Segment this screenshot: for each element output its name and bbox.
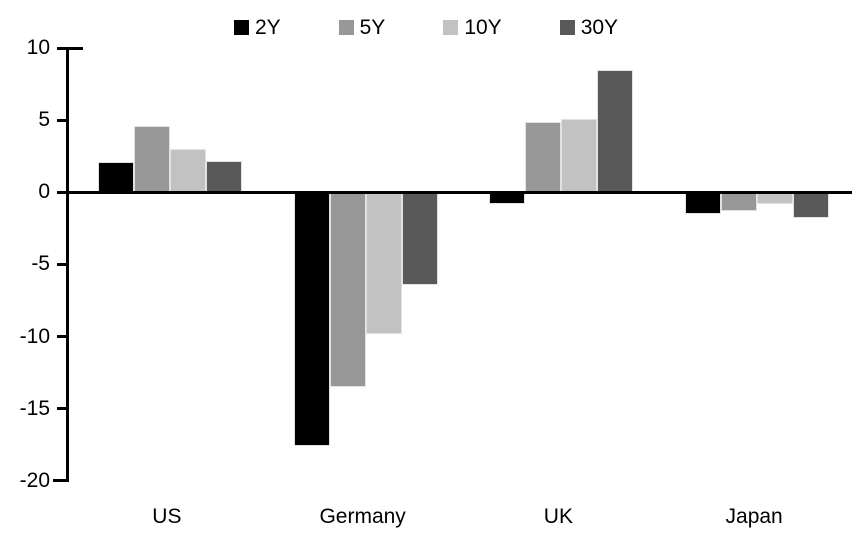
- bar-germany-30y: [401, 192, 438, 285]
- legend-swatch-10y: [443, 19, 459, 35]
- y-axis-top-cap: [69, 46, 83, 50]
- bar-japan-2y: [685, 192, 722, 214]
- y-tick-mark-5: [57, 118, 69, 122]
- y-axis-line: [66, 46, 69, 483]
- x-axis-label-uk: UK: [543, 505, 573, 528]
- legend-label-10y: 10Y: [464, 15, 502, 39]
- y-tick-mark--5: [57, 262, 69, 266]
- y-tick-label-10: 10: [26, 36, 50, 59]
- y-tick-mark--10: [57, 335, 69, 339]
- legend-label-5y: 5Y: [359, 15, 386, 39]
- legend-item-30y: 30Y: [559, 15, 619, 39]
- y-tick-label--5: -5: [31, 252, 50, 276]
- y-tick-mark-0: [57, 190, 69, 194]
- y-tick-mark--20: [53, 479, 69, 483]
- bar-uk-30y: [597, 69, 634, 193]
- legend-label-2y: 2Y: [254, 15, 281, 39]
- y-tick-label--10: -10: [19, 324, 50, 348]
- legend-item-2y: 2Y: [233, 15, 281, 39]
- bar-uk-5y: [525, 121, 562, 193]
- y-tick-label-0: 0: [38, 180, 50, 204]
- bar-us-30y: [205, 160, 242, 193]
- x-axis-label-germany: Germany: [319, 505, 406, 528]
- bar-japan-10y: [757, 192, 794, 204]
- bar-us-10y: [169, 149, 206, 193]
- legend-item-5y: 5Y: [338, 15, 386, 39]
- x-axis-label-japan: Japan: [725, 505, 783, 528]
- bar-japan-5y: [721, 192, 758, 212]
- y-tick-mark--15: [57, 407, 69, 411]
- bar-germany-10y: [365, 192, 402, 334]
- bar-germany-5y: [329, 192, 366, 388]
- legend: 2Y 5Y 10Y 30Y: [0, 12, 852, 42]
- x-axis-label-us: US: [152, 505, 182, 528]
- bar-germany-2y: [293, 192, 330, 447]
- legend-item-10y: 10Y: [443, 15, 502, 39]
- legend-swatch-2y: [233, 19, 249, 35]
- bar-us-2y: [97, 161, 134, 193]
- y-tick-label--15: -15: [19, 396, 50, 420]
- zero-baseline: [66, 190, 852, 194]
- bar-uk-2y: [489, 192, 526, 204]
- bar-japan-30y: [793, 192, 830, 219]
- y-tick-label--20: -20: [19, 468, 50, 492]
- bar-us-5y: [133, 125, 170, 193]
- legend-swatch-30y: [559, 19, 575, 35]
- legend-swatch-5y: [338, 19, 354, 35]
- y-tick-label-5: 5: [38, 108, 50, 132]
- legend-label-30y: 30Y: [580, 15, 619, 39]
- bar-uk-10y: [561, 118, 598, 193]
- y-tick-mark-10: [57, 46, 69, 50]
